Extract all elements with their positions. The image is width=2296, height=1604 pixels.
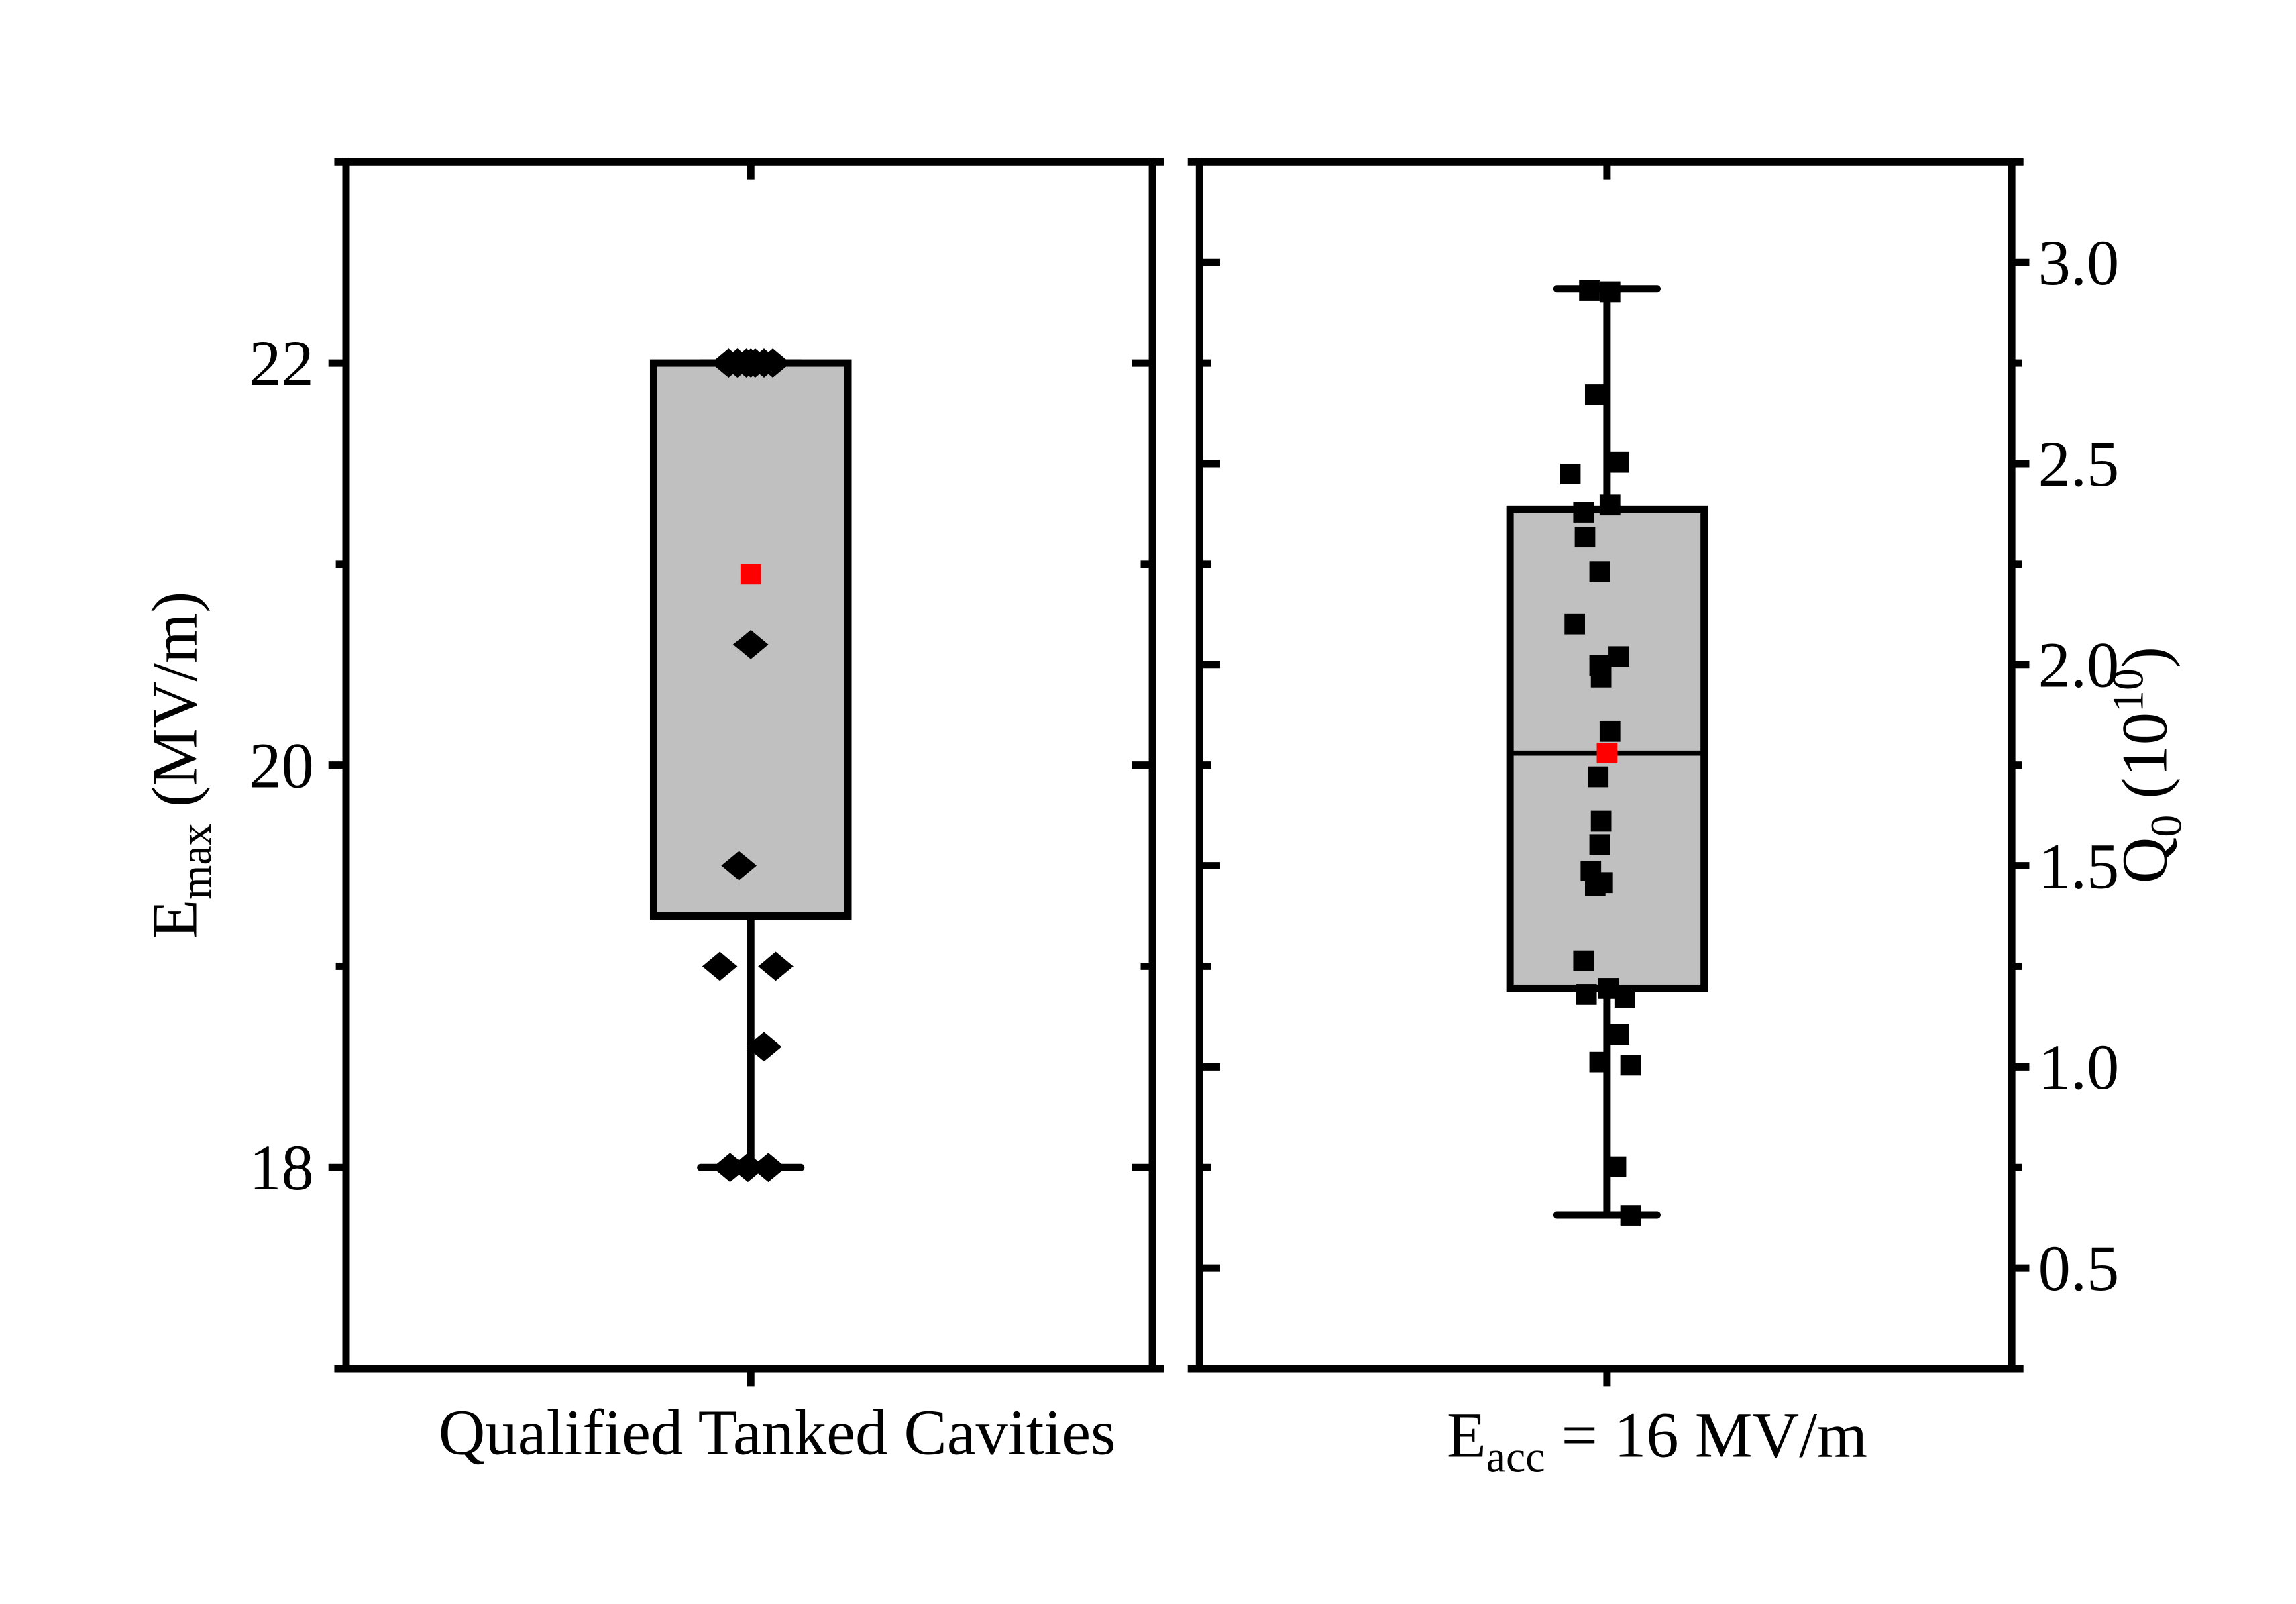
- left-y-label: Emax (MV/m): [138, 592, 221, 939]
- y-tick-label: 3.0: [2038, 227, 2120, 299]
- data-point: [1599, 720, 1621, 742]
- right-panel-q0: 0.5 1.0 1.5 2.0 2.5 3.0: [1187, 158, 2120, 1387]
- data-point: [751, 1153, 786, 1183]
- left-panel-emax: 18 20 22: [249, 158, 1164, 1387]
- data-point: [1605, 1156, 1627, 1177]
- y-tick-label: 2.5: [2038, 428, 2120, 500]
- data-point: [1590, 666, 1612, 688]
- data-point: [1560, 464, 1581, 484]
- data-point: [1589, 1051, 1610, 1073]
- data-point: [1614, 987, 1635, 1008]
- data-point: [1590, 810, 1612, 832]
- y-tick-label: 18: [249, 1132, 313, 1204]
- data-point: [1574, 527, 1596, 548]
- mean-marker: [740, 564, 761, 585]
- data-point: [1588, 766, 1609, 788]
- data-point: [1564, 613, 1585, 635]
- data-point: [1573, 502, 1594, 523]
- data-point: [1599, 494, 1621, 516]
- right-x-label: Eacc = 16 MV/m: [1447, 1399, 1867, 1482]
- data-point: [732, 629, 769, 659]
- data-point: [1579, 280, 1600, 301]
- data-point: [1589, 834, 1610, 855]
- data-point: [746, 1032, 782, 1062]
- y-tick-label: 22: [249, 327, 313, 399]
- data-point: [1584, 384, 1606, 405]
- data-point: [1608, 451, 1629, 473]
- y-tick-label: 1.0: [2038, 1031, 2120, 1103]
- data-point: [1599, 281, 1621, 303]
- data-point: [1608, 1024, 1629, 1045]
- data-point: [1608, 646, 1629, 667]
- data-point: [732, 348, 769, 378]
- data-point: [758, 951, 794, 981]
- y-tick-label: 20: [249, 730, 313, 802]
- data-point: [1589, 561, 1610, 582]
- left-x-label: Qualified Tanked Cavities: [439, 1396, 1116, 1468]
- data-point: [1573, 950, 1594, 971]
- right-y-label: Q0 (1010): [2103, 647, 2191, 884]
- data-point: [1620, 1205, 1641, 1226]
- mean-marker: [1596, 743, 1618, 764]
- data-point: [730, 1153, 766, 1183]
- y-tick-label: 2.0: [2038, 629, 2120, 701]
- y-tick-label: 0.5: [2038, 1232, 2120, 1304]
- data-point: [702, 951, 738, 981]
- data-point: [1576, 984, 1597, 1005]
- data-point: [1584, 875, 1606, 896]
- y-tick-label: 1.5: [2038, 830, 2120, 902]
- data-point: [721, 851, 757, 881]
- data-point: [1620, 1055, 1641, 1076]
- data-point: [755, 348, 791, 378]
